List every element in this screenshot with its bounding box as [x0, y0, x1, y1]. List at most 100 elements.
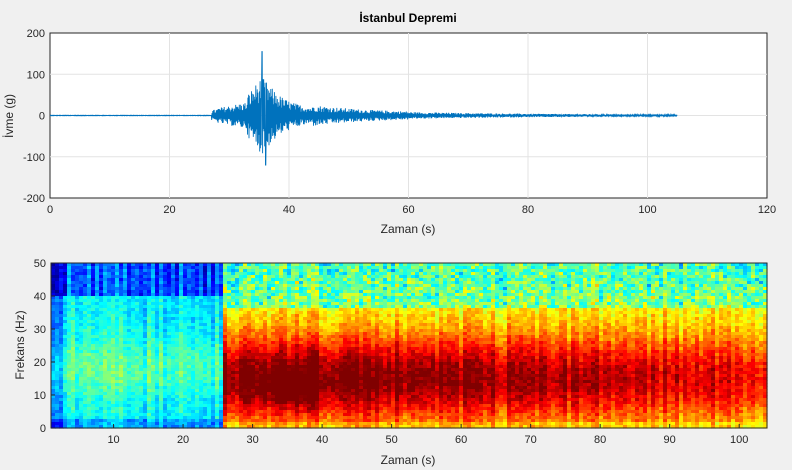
spectrogram-cell — [127, 389, 132, 393]
spectrogram-cell — [55, 284, 60, 288]
spectrogram-cell — [51, 380, 56, 384]
spectrogram-cell — [147, 374, 152, 378]
spectrogram-cell — [95, 317, 100, 321]
spectrogram-cell — [395, 368, 400, 372]
spectrogram-cell — [51, 377, 56, 381]
spectrogram-cell — [319, 266, 324, 270]
seismogram-title: İstanbul Depremi — [359, 10, 456, 25]
spectrogram-cell — [79, 263, 84, 267]
spectrogram-cell — [243, 326, 248, 330]
spectrogram-cell — [219, 356, 224, 360]
spectrogram-cell — [139, 359, 144, 363]
spectrogram-cell — [399, 413, 404, 417]
spectrogram-cell — [167, 422, 172, 426]
spectrogram-cell — [379, 290, 384, 294]
spectrogram-cell — [399, 293, 404, 297]
spectrogram-cell — [67, 305, 72, 309]
spectrogram-cell — [131, 305, 136, 309]
spectrogram-cell — [175, 317, 180, 321]
spectrogram-cell — [339, 326, 344, 330]
spectrogram-cell — [387, 368, 392, 372]
spectrogram-cell — [355, 305, 360, 309]
spectrogram-cell — [191, 389, 196, 393]
spectrogram-cell — [83, 335, 88, 339]
spectrogram-cell — [383, 290, 388, 294]
spectrogram-cell — [135, 281, 140, 285]
spectrogram-cell — [71, 407, 76, 411]
spectrogram-cell — [55, 365, 60, 369]
spectrogram-cell — [243, 308, 248, 312]
spectrogram-cell — [303, 398, 308, 402]
spectrogram-cell — [327, 287, 332, 291]
spectrogram-cell — [111, 308, 116, 312]
spectrogram-cell — [371, 305, 376, 309]
spectrogram-cell — [239, 296, 244, 300]
spectrogram-cell — [331, 350, 336, 354]
spectrogram-cell — [339, 389, 344, 393]
spectrogram-cell — [403, 404, 408, 408]
spectrogram-cell — [303, 278, 308, 282]
spectrogram-cell — [199, 344, 204, 348]
spectrogram-cell — [403, 365, 408, 369]
spectrogram-cell — [183, 425, 188, 429]
spectrogram-cell — [107, 314, 112, 318]
spectrogram-cell — [263, 347, 268, 351]
spectrogram-cell — [271, 413, 276, 417]
spectrogram-cell — [263, 290, 268, 294]
spectrogram-cell — [203, 290, 208, 294]
spectrogram-cell — [343, 299, 348, 303]
spectrogram-cell — [255, 281, 260, 285]
spectrogram-cell — [155, 296, 160, 300]
spectrogram-cell — [79, 371, 84, 375]
spectrogram-cell — [179, 425, 184, 429]
spectrogram-cell — [147, 416, 152, 420]
spectrogram-cell — [379, 281, 384, 285]
spectrogram-cell — [211, 380, 216, 384]
spectrogram-cell — [347, 302, 352, 306]
spectrogram-cell — [63, 281, 68, 285]
spectrogram-cell — [131, 407, 136, 411]
spectrogram-cell — [247, 365, 252, 369]
spectrogram-cell — [291, 377, 296, 381]
spectrogram-cell — [75, 419, 80, 423]
spectrogram-cell — [359, 284, 364, 288]
spectrogram-cell — [163, 308, 168, 312]
spectrogram-cell — [187, 263, 192, 267]
spectrogram-cell — [183, 359, 188, 363]
spectrogram-cell — [347, 287, 352, 291]
spectrogram-cell — [163, 302, 168, 306]
spectrogram-cell — [255, 317, 260, 321]
spectrogram-cell — [163, 263, 168, 267]
spectrogram-cell — [283, 332, 288, 336]
spectrogram-cell — [259, 269, 264, 273]
spectrogram-cell — [351, 311, 356, 315]
spectrogram-cell — [71, 365, 76, 369]
spectrogram-cell — [331, 296, 336, 300]
spectrogram-cell — [51, 308, 56, 312]
spectrogram-cell — [99, 404, 104, 408]
spectrogram-cell — [395, 410, 400, 414]
spectrogram-cell — [355, 425, 360, 429]
spectrogram-cell — [335, 308, 340, 312]
spectrogram-cell — [139, 275, 144, 279]
spectrogram-cell — [83, 356, 88, 360]
spectrogram-cell — [171, 374, 176, 378]
spectrogram-cell — [303, 296, 308, 300]
spectrogram-cell — [167, 416, 172, 420]
spectrogram-cell — [147, 425, 152, 429]
spectrogram-cell — [259, 410, 264, 414]
spectrogram-cell — [387, 326, 392, 330]
spectrogram-cell — [279, 290, 284, 294]
spectrogram-cell — [311, 278, 316, 282]
spectrogram-cell — [355, 377, 360, 381]
spectrogram-cell — [127, 347, 132, 351]
spectrogram-cell — [243, 284, 248, 288]
spectrogram-cell — [55, 422, 60, 426]
spectrogram-cell — [135, 344, 140, 348]
spectrogram-cell — [223, 398, 228, 402]
spectrogram-cell — [171, 398, 176, 402]
spectrogram-cell — [91, 386, 96, 390]
spectrogram-cell — [375, 383, 380, 387]
spectrogram-cell — [339, 287, 344, 291]
spectrogram-cell — [167, 275, 172, 279]
